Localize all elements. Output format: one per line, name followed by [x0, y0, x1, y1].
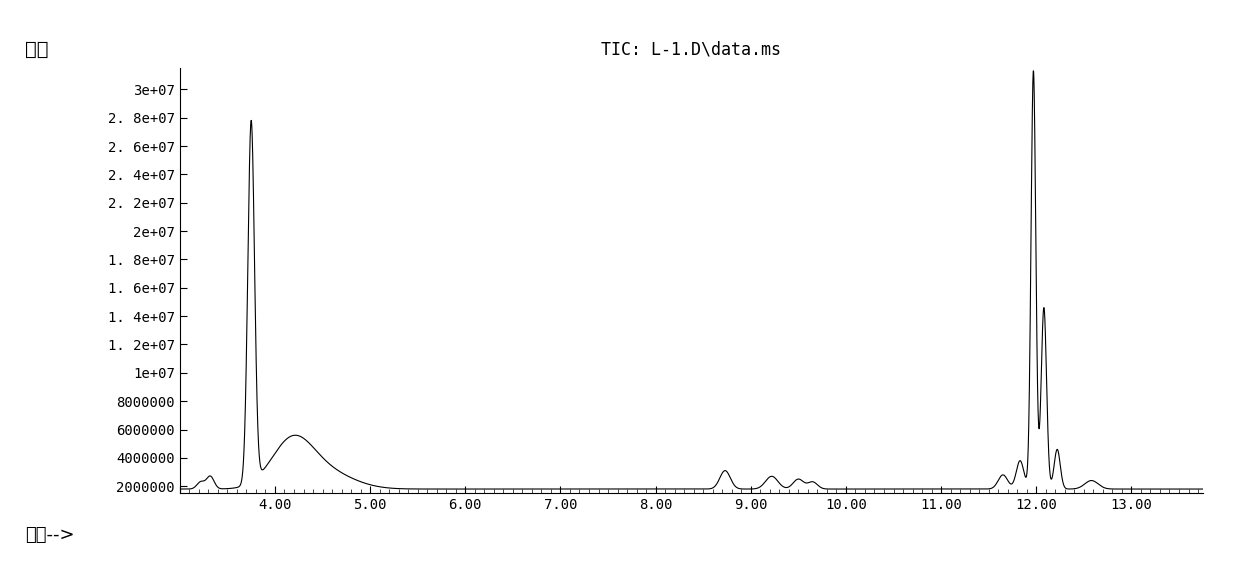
Title: TIC: L-1.D\data.ms: TIC: L-1.D\data.ms: [601, 40, 781, 58]
Text: 时间-->: 时间-->: [25, 526, 74, 544]
Text: 丰度: 丰度: [25, 40, 48, 59]
